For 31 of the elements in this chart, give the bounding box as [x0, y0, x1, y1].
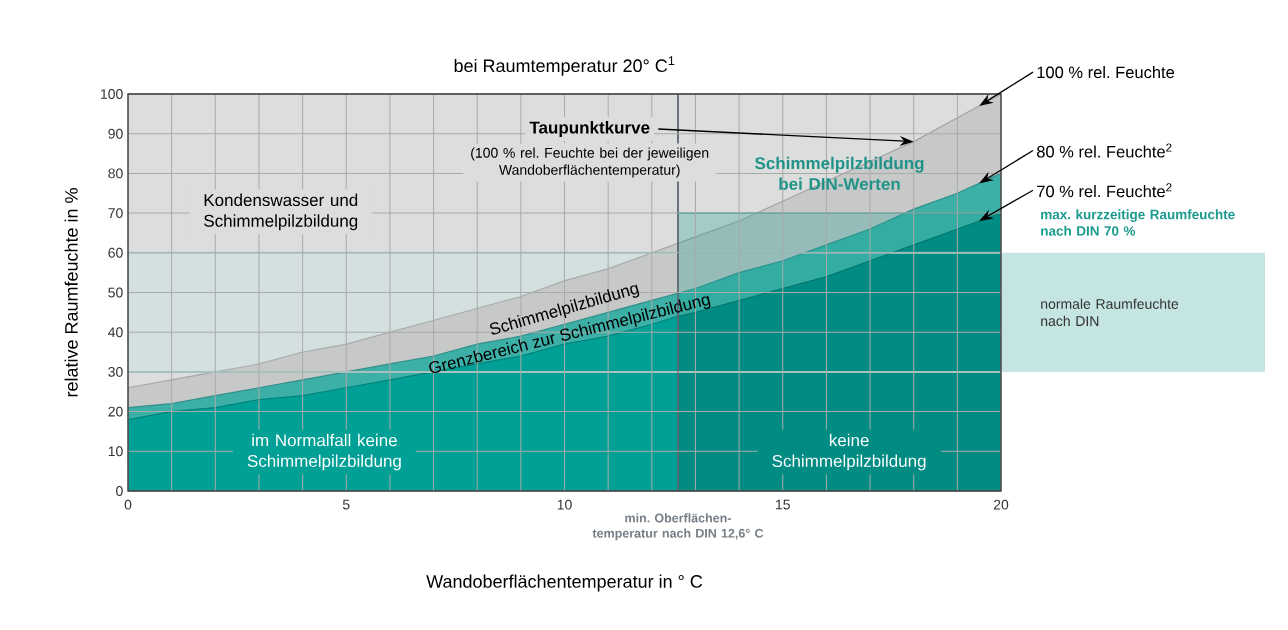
text: 70 % rel. Feuchte$^{2}$: [1037, 183, 1172, 198]
text: 100 % rel. Feuchte: [1037, 66, 1175, 79]
annotation: keine Schimmelpilzbildung: [772, 433, 926, 471]
chart-title: bei Raumtemperatur 20° C$^{1}$: [454, 56, 675, 76]
ref-line-label: min. Oberflächen- temperatur nach DIN 12,6° C: [592, 513, 764, 541]
x-axis-title: Wandoberflächentemperatur in ° C: [426, 574, 703, 592]
band-label: Schimmelpilzbildung bei DIN-Werten: [754, 156, 924, 190]
annotation: Taupunktkurve: [529, 121, 650, 137]
y-tick-label: 60: [108, 247, 123, 258]
y-tick-label: 30: [108, 366, 123, 377]
x-tick-label: 10: [557, 499, 572, 510]
y-tick-label: 80: [108, 168, 123, 179]
ref-line-label: max. kurzzeitige Raumfeuchte nach DIN 70 %: [1041, 209, 1235, 236]
y-tick-label: 10: [108, 446, 123, 457]
band-label: normale Raumfeuchte nach DIN: [1041, 298, 1179, 327]
y-tick-label: 90: [108, 128, 123, 139]
annotation: Kondenswasser und Schimmelpilzbildung: [204, 193, 358, 231]
x-tick-label: 15: [776, 499, 790, 510]
y-tick-label: 40: [108, 327, 123, 338]
annotation: (100 % rel. Feuchte bei der jeweiligen Wandoberflächentemperatur): [471, 147, 709, 178]
annotation: im Normalfall keine Schimmelpilzbildung: [247, 433, 401, 471]
y-axis-title: relative Raumfeuchte in %: [64, 188, 78, 397]
y-tick-label: 20: [108, 406, 123, 417]
x-tick-label: 20: [993, 499, 1009, 510]
x-tick-label: 0: [124, 499, 132, 510]
y-tick-label: 50: [108, 287, 123, 298]
x-tick-label: 5: [342, 499, 350, 510]
y-tick-label: 100: [101, 89, 123, 99]
y-tick-label: 0: [116, 486, 123, 496]
y-tick-label: 70: [108, 208, 123, 219]
text: 80 % rel. Feuchte$^{2}$: [1036, 143, 1172, 158]
